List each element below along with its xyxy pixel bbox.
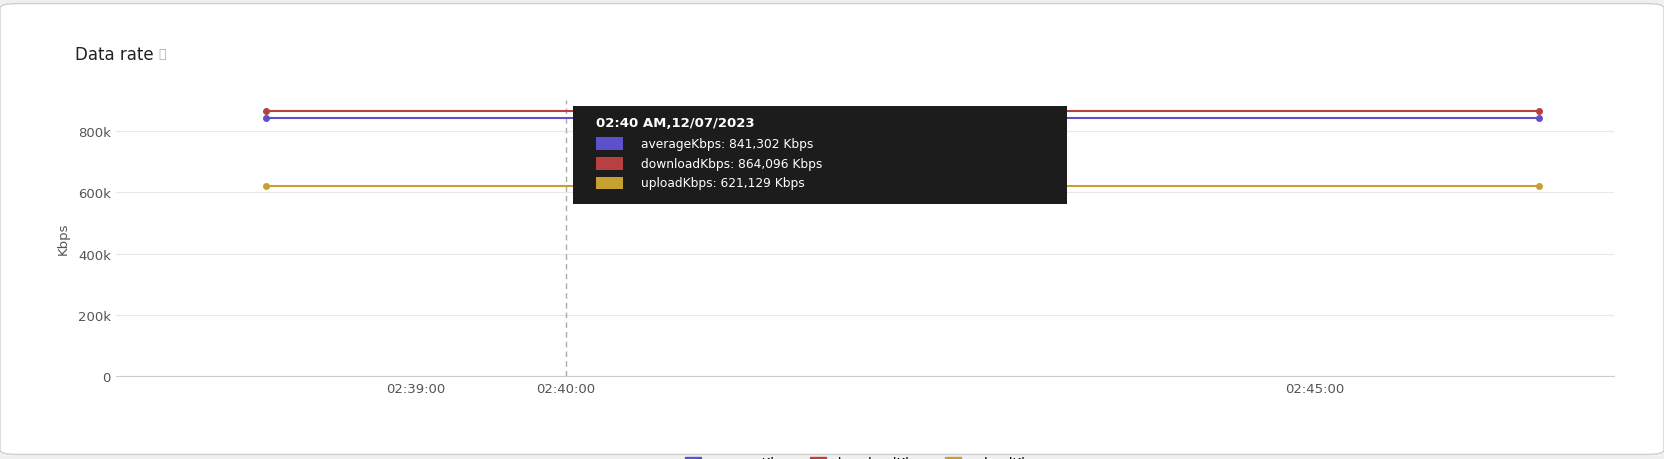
Y-axis label: Kbps: Kbps	[57, 223, 70, 255]
Text: 02:40 AM,12/07/2023: 02:40 AM,12/07/2023	[596, 116, 754, 129]
Text: averageKbps: 841,302 Kbps: averageKbps: 841,302 Kbps	[641, 137, 814, 150]
Text: Data rate: Data rate	[75, 46, 153, 64]
Legend: averageKbps, downloadKbps, uploadKbps: averageKbps, downloadKbps, uploadKbps	[679, 451, 1052, 459]
Text: ⓘ: ⓘ	[158, 48, 166, 61]
Bar	[596, 157, 622, 170]
Bar	[572, 107, 1068, 205]
Bar	[596, 177, 622, 190]
Bar	[596, 137, 622, 150]
Text: downloadKbps: 864,096 Kbps: downloadKbps: 864,096 Kbps	[641, 157, 822, 170]
Text: uploadKbps: 621,129 Kbps: uploadKbps: 621,129 Kbps	[641, 177, 804, 190]
